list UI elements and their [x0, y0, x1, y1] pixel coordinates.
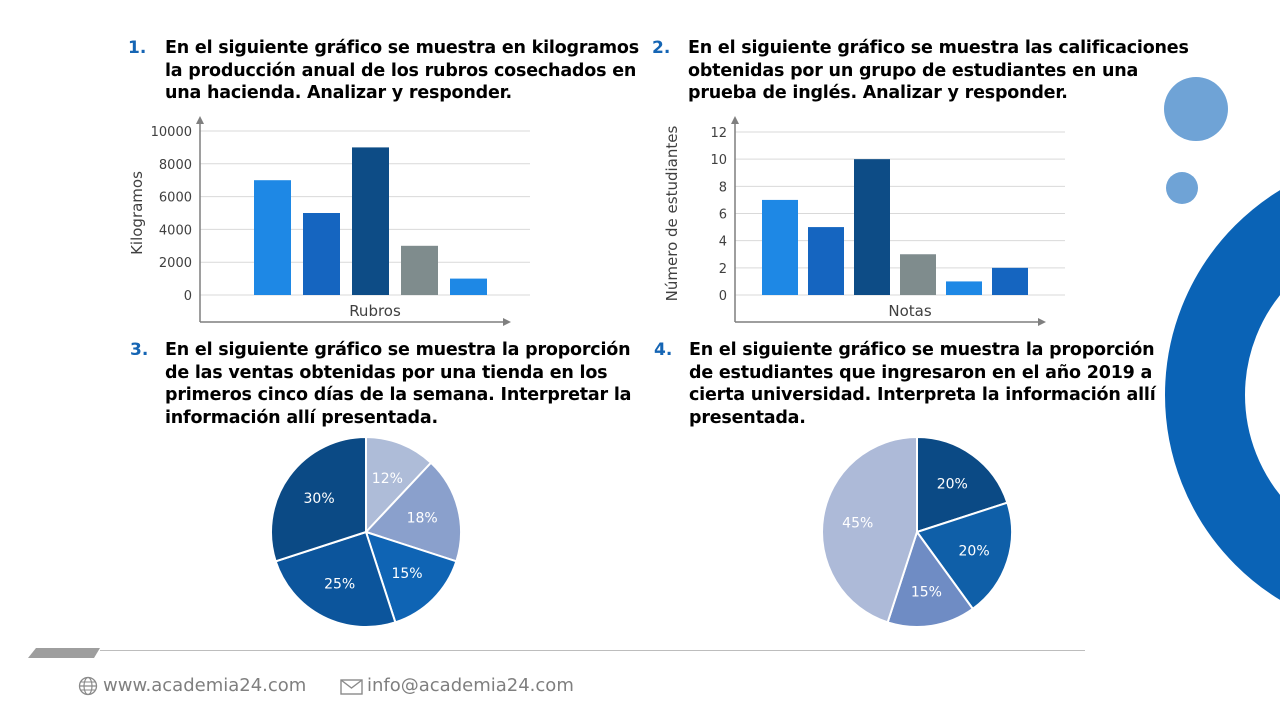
pie-chart-sales: 12% 18% 15% 25% 30% — [270, 435, 462, 628]
y-tick-label: 4000 — [159, 223, 192, 238]
footer-website[interactable]: www.academia24.com — [103, 675, 307, 696]
y-tick-label: 8000 — [159, 158, 192, 173]
footer-email[interactable]: info@academia24.com — [367, 675, 574, 696]
pie-data-label: 18% — [407, 511, 438, 527]
pie-slice — [270, 435, 367, 563]
bar — [450, 278, 487, 295]
bar — [946, 281, 982, 295]
bar — [900, 254, 936, 295]
pie-slice — [365, 435, 433, 535]
bar-chart-production: 0 2000 4000 6000 8000 10000 Rubros Kilogramos — [128, 116, 530, 326]
y-tick-label: 0 — [719, 289, 727, 304]
pie-data-label: 20% — [959, 544, 990, 560]
bar — [254, 180, 291, 295]
decorative-small-circle — [1166, 172, 1198, 204]
y-tick-label: 2 — [719, 262, 727, 277]
y-tick-label: 4 — [719, 235, 727, 250]
pie-slice — [274, 530, 397, 628]
x-axis-label: Notas — [888, 302, 931, 320]
question-1-text: En el siguiente gráfico se muestra en ki… — [165, 38, 639, 103]
decorative-large-circle — [1164, 77, 1228, 141]
pie-slice — [364, 461, 462, 563]
bar — [401, 245, 438, 295]
pie-slice — [886, 529, 975, 628]
globe-icon — [78, 676, 98, 696]
y-axis-label: Número de estudiantes — [663, 126, 681, 302]
pie-slice — [916, 435, 1009, 534]
bar — [352, 147, 389, 295]
question-2-number: 2. — [652, 38, 671, 58]
y-tick-label: 6 — [719, 208, 727, 223]
x-axis-arrow — [503, 318, 511, 326]
question-4-number: 4. — [654, 340, 673, 360]
y-tick-label: 0 — [184, 289, 192, 304]
x-axis-arrow — [1038, 318, 1046, 326]
x-axis-label: Rubros — [349, 302, 401, 320]
question-3-text: En el siguiente gráfico se muestra la pr… — [165, 340, 632, 428]
pie-slice — [915, 501, 1013, 611]
pie-data-label: 25% — [324, 577, 355, 593]
bar — [303, 213, 340, 295]
pie-data-label: 15% — [911, 584, 942, 600]
y-tick-label: 6000 — [159, 191, 192, 206]
y-axis-arrow — [196, 116, 204, 124]
pie-data-label: 12% — [372, 471, 403, 487]
y-axis-arrow — [731, 116, 739, 124]
y-tick-label: 12 — [710, 126, 727, 141]
bar — [762, 199, 798, 295]
footer-divider — [28, 648, 1085, 658]
y-tick-label: 10000 — [151, 125, 192, 140]
bar-chart-grades: 0 2 4 6 8 10 12 Notas Número de estudiantes — [663, 116, 1065, 326]
bar — [992, 267, 1028, 295]
y-axis-label: Kilogramos — [128, 171, 146, 255]
pie-data-label: 45% — [842, 516, 873, 532]
mail-icon — [340, 679, 363, 695]
pie-data-label: 15% — [391, 566, 422, 582]
pie-data-label: 20% — [937, 476, 968, 492]
pie-data-label: 30% — [304, 491, 335, 507]
question-4-text: En el siguiente gráfico se muestra la pr… — [689, 340, 1156, 428]
bar — [808, 227, 844, 295]
question-1-number: 1. — [128, 38, 147, 58]
bar — [854, 159, 890, 295]
pie-slice — [821, 435, 918, 624]
y-tick-label: 2000 — [159, 256, 192, 271]
question-2-text: En el siguiente gráfico se muestra las c… — [688, 38, 1189, 103]
pie-chart-students: 20% 20% 15% 45% — [821, 435, 1013, 628]
question-3-number: 3. — [130, 340, 149, 360]
y-tick-label: 10 — [710, 153, 727, 168]
y-tick-label: 8 — [719, 180, 727, 195]
